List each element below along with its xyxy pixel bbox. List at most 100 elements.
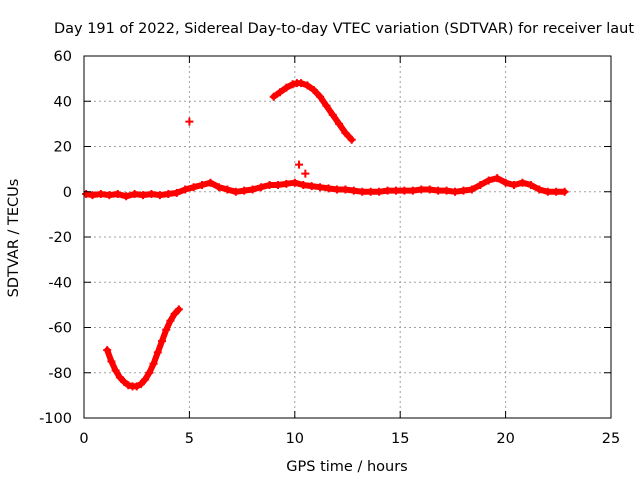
data-point [299, 180, 308, 189]
data-point [341, 185, 350, 194]
data-point [383, 186, 392, 195]
data-point [309, 85, 318, 94]
data-point [141, 375, 150, 384]
data-point [467, 185, 476, 194]
x-tick-label: 15 [391, 431, 409, 447]
data-point [391, 186, 400, 195]
data-point [552, 187, 561, 196]
data-point [136, 380, 145, 389]
data-point [265, 180, 274, 189]
data-point [328, 110, 337, 119]
data-point [162, 325, 171, 334]
data-point [145, 368, 154, 377]
data-point [347, 135, 356, 144]
data-point [459, 186, 468, 195]
data-point [543, 187, 552, 196]
data-point [560, 187, 569, 196]
data-point [166, 316, 175, 325]
data-point [257, 183, 266, 192]
series-main-band [82, 174, 569, 201]
data-point [185, 117, 194, 126]
x-tick-label: 25 [602, 431, 620, 447]
y-tick-label: 20 [54, 140, 72, 156]
data-point [282, 83, 291, 92]
data-point [214, 183, 223, 192]
data-point [282, 179, 291, 188]
data-point [198, 180, 207, 189]
data-point [276, 88, 285, 97]
data-point [400, 186, 409, 195]
data-point [322, 101, 331, 110]
data-point [164, 190, 173, 199]
x-tick-label: 10 [286, 431, 304, 447]
data-point [223, 185, 232, 194]
data-point [297, 79, 306, 88]
data-point [269, 92, 278, 101]
data-point [510, 180, 519, 189]
data-point [189, 183, 198, 192]
data-point [366, 187, 375, 196]
y-tick-label: -40 [48, 275, 72, 291]
data-point [316, 183, 325, 192]
series-low-arc [103, 305, 183, 391]
series-high-arc [269, 79, 356, 144]
data-point [113, 190, 122, 199]
data-point [303, 81, 312, 90]
x-tick-label: 0 [79, 431, 88, 447]
data-point [425, 185, 434, 194]
data-point [358, 187, 367, 196]
data-point [96, 190, 105, 199]
data-point [307, 182, 316, 191]
series-trace [83, 175, 568, 200]
data-point [518, 178, 527, 187]
data-point [501, 178, 510, 187]
data-point [535, 185, 544, 194]
data-point [248, 185, 257, 194]
data-point [288, 80, 297, 89]
data-point [130, 190, 139, 199]
data-point [170, 309, 179, 318]
y-tick-label: -80 [48, 366, 72, 382]
data-point [172, 188, 181, 197]
y-tick-label: -100 [39, 411, 72, 427]
y-tick-label: -60 [48, 321, 72, 337]
data-point [124, 381, 133, 390]
data-point [153, 348, 162, 357]
data-point [349, 186, 358, 195]
data-point [434, 186, 443, 195]
data-point [273, 180, 282, 189]
data-point [120, 377, 129, 386]
data-point [451, 187, 460, 196]
data-point [493, 174, 502, 183]
chart-title: Day 191 of 2022, Sidereal Day-to-day VTE… [54, 21, 634, 37]
data-point [157, 337, 166, 346]
data-point [174, 305, 183, 314]
y-tick-label: 0 [63, 185, 72, 201]
data-point [301, 169, 310, 178]
data-point [408, 186, 417, 195]
x-axis-label: GPS time / hours [286, 459, 407, 475]
data-point [111, 366, 120, 375]
data-point [105, 191, 114, 200]
y-axis-label: SDTVAR / TECUs [6, 179, 22, 298]
data-point [88, 191, 97, 200]
y-tick-label: 60 [54, 49, 72, 65]
data-point [122, 192, 131, 201]
data-point [240, 186, 249, 195]
data-point [316, 92, 325, 101]
data-point [147, 190, 156, 199]
data-point [107, 357, 116, 366]
data-point [484, 176, 493, 185]
data-point [442, 186, 451, 195]
data-point [139, 191, 148, 200]
data-point [181, 185, 190, 194]
data-point [132, 382, 141, 391]
x-tick-label: 20 [496, 431, 514, 447]
y-tick-label: 40 [54, 94, 72, 110]
data-point [295, 160, 304, 169]
data-point [324, 184, 333, 193]
grid-lines [84, 56, 611, 418]
data-point [103, 346, 112, 355]
